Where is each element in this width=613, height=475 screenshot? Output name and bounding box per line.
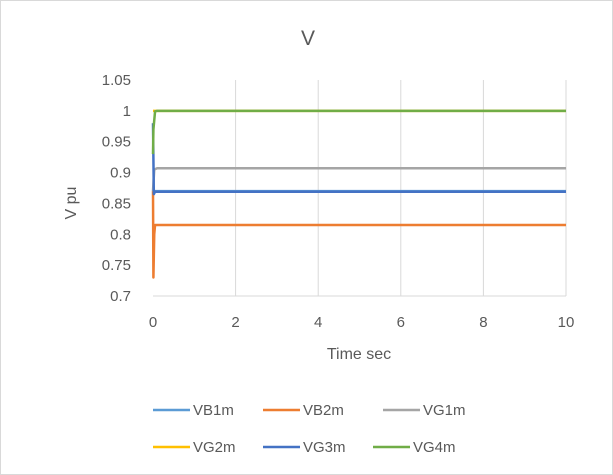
x-tick-label: 0 — [149, 314, 157, 331]
legend-label-vb1m: VB1m — [193, 402, 234, 419]
x-tick-label: 2 — [231, 314, 239, 331]
chart-title: V — [301, 27, 315, 50]
x-tick-label: 4 — [314, 314, 322, 331]
x-tick-label: 6 — [397, 314, 405, 331]
y-tick-label: 0.9 — [110, 165, 131, 182]
series-line-vb2m — [151, 191, 566, 279]
legend-label-vg1m: VG1m — [423, 402, 466, 419]
y-tick-label: 0.7 — [110, 288, 131, 305]
y-tick-label: 1.05 — [102, 72, 131, 89]
series-line-vg1m — [151, 167, 566, 192]
legend-label-vg3m: VG3m — [303, 439, 346, 456]
y-tick-label: 1 — [123, 103, 131, 120]
series-lines — [151, 109, 566, 279]
y-axis-label: V pu — [63, 187, 80, 220]
legend-label-vb2m: VB2m — [303, 402, 344, 419]
x-axis-ticks: 0 2 4 6 8 10 — [149, 314, 575, 331]
series-line-vg3m — [151, 123, 566, 196]
legend-label-vg2m: VG2m — [193, 439, 236, 456]
y-tick-label: 0.8 — [110, 226, 131, 243]
y-tick-label: 0.95 — [102, 134, 131, 151]
y-tick-label: 0.85 — [102, 195, 131, 212]
legend-label-vg4m: VG4m — [413, 439, 456, 456]
x-tick-label: 10 — [558, 314, 575, 331]
x-tick-label: 8 — [479, 314, 487, 331]
legend: VB1m VB2m VG1m VG2m VG3m VG4m — [153, 402, 466, 456]
gridlines — [235, 80, 567, 296]
y-axis-ticks: 0.7 0.75 0.8 0.85 0.9 0.95 1 1.05 — [102, 72, 131, 305]
series-line-vg4m — [151, 109, 566, 155]
y-tick-label: 0.75 — [102, 257, 131, 274]
x-axis-label: Time sec — [327, 346, 391, 363]
